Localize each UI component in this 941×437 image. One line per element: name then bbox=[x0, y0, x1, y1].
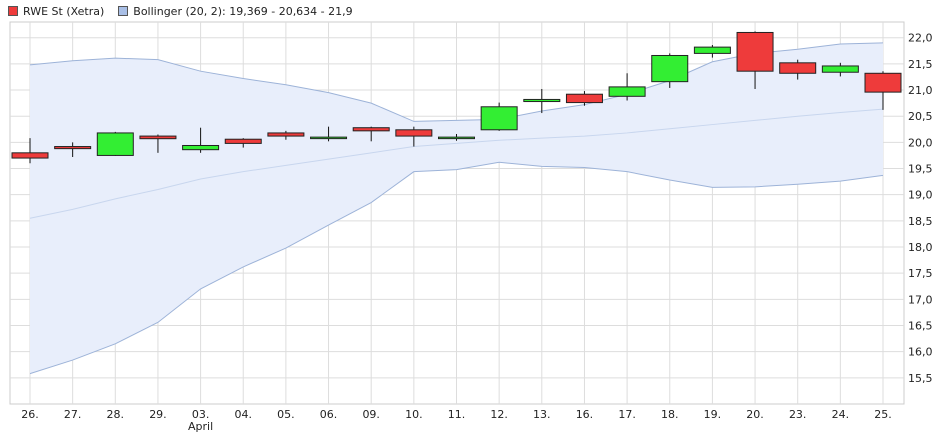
x-tick-label: 25. bbox=[874, 408, 892, 421]
candle bbox=[736, 31, 774, 89]
candle bbox=[11, 138, 49, 164]
x-tick-label: 11. bbox=[448, 408, 466, 421]
candle-body bbox=[395, 129, 433, 137]
candle-body bbox=[224, 138, 262, 144]
y-tick-label: 16,0 bbox=[908, 346, 933, 359]
x-tick-label: 18. bbox=[661, 408, 679, 421]
y-tick-label: 19,5 bbox=[908, 163, 933, 176]
candle bbox=[651, 53, 689, 88]
x-tick-label: 23. bbox=[789, 408, 807, 421]
x-tick-label: 24. bbox=[832, 408, 850, 421]
candle bbox=[310, 126, 348, 142]
candle-body bbox=[310, 136, 348, 140]
candle bbox=[821, 62, 859, 77]
y-tick-label: 17,5 bbox=[908, 267, 933, 280]
candle-body bbox=[608, 86, 646, 97]
legend-swatch-bollinger bbox=[118, 6, 129, 16]
candle bbox=[96, 131, 134, 156]
candle bbox=[224, 138, 262, 148]
x-tick-label: 09. bbox=[362, 408, 380, 421]
y-tick-label: 18,5 bbox=[908, 215, 933, 228]
candle bbox=[54, 142, 92, 158]
x-tick-label: 16. bbox=[576, 408, 594, 421]
candle-body bbox=[54, 146, 92, 150]
candle-body bbox=[821, 65, 859, 73]
x-tick-label: 17. bbox=[618, 408, 636, 421]
y-tick-label: 18,0 bbox=[908, 241, 933, 254]
y-tick-label: 21,0 bbox=[908, 84, 933, 97]
candle bbox=[182, 127, 220, 153]
x-tick-label: 26. bbox=[21, 408, 39, 421]
candle bbox=[352, 126, 390, 142]
candle bbox=[608, 73, 646, 101]
x-tick-label: 05. bbox=[277, 408, 295, 421]
y-tick-label: 22,0 bbox=[908, 32, 933, 45]
x-tick-label: 12. bbox=[490, 408, 508, 421]
legend-label-bollinger: Bollinger (20, 2): 19,369 - 20,634 - 21,… bbox=[133, 4, 353, 18]
candle bbox=[565, 91, 603, 106]
x-month-label: April bbox=[188, 420, 213, 433]
legend-item-price[interactable]: RWE St (Xetra) bbox=[8, 5, 104, 18]
candle-body bbox=[565, 93, 603, 104]
bollinger-band-fill bbox=[30, 42, 883, 374]
candle bbox=[139, 134, 177, 153]
candle-body bbox=[11, 152, 49, 159]
candle bbox=[438, 133, 475, 141]
candle-body bbox=[651, 54, 689, 83]
x-tick-label: 20. bbox=[746, 408, 764, 421]
candle-body bbox=[267, 132, 305, 137]
candle bbox=[267, 130, 305, 140]
x-tick-label: 19. bbox=[704, 408, 722, 421]
legend: RWE St (Xetra) Bollinger (20, 2): 19,369… bbox=[8, 3, 367, 19]
x-tick-label: 10. bbox=[405, 408, 423, 421]
candle-body bbox=[96, 132, 134, 156]
candle bbox=[523, 88, 561, 114]
x-tick-label: 28. bbox=[107, 408, 125, 421]
legend-swatch-price bbox=[8, 6, 18, 16]
x-tick-label: 06. bbox=[320, 408, 338, 421]
x-tick-label: 03. bbox=[192, 408, 210, 421]
x-tick-label: 27. bbox=[64, 408, 82, 421]
candle-body bbox=[736, 31, 774, 72]
y-tick-label: 20,0 bbox=[908, 136, 933, 149]
y-tick-label: 20,5 bbox=[908, 110, 933, 123]
candle-body bbox=[438, 136, 475, 140]
y-tick-label: 15,5 bbox=[908, 372, 933, 385]
candle-body bbox=[523, 98, 561, 103]
bollinger-lower-line bbox=[29, 161, 884, 375]
candle bbox=[779, 59, 817, 80]
x-tick-label: 29. bbox=[149, 408, 167, 421]
bollinger-middle-line bbox=[29, 108, 884, 219]
candle bbox=[864, 71, 902, 110]
candle-body bbox=[864, 72, 902, 93]
candle bbox=[395, 126, 433, 147]
candle-body bbox=[182, 144, 220, 151]
y-tick-label: 19,0 bbox=[908, 189, 933, 202]
candle bbox=[693, 45, 731, 58]
legend-label-price: RWE St (Xetra) bbox=[23, 4, 105, 18]
x-tick-label: 04. bbox=[235, 408, 253, 421]
x-tick-label: 13. bbox=[533, 408, 551, 421]
candle-body bbox=[480, 106, 518, 131]
legend-item-bollinger[interactable]: Bollinger (20, 2): 19,369 - 20,634 - 21,… bbox=[118, 4, 353, 18]
y-tick-label: 21,5 bbox=[908, 58, 933, 71]
y-tick-label: 16,5 bbox=[908, 320, 933, 333]
y-tick-label: 17,0 bbox=[908, 293, 933, 306]
candle-body bbox=[139, 135, 177, 140]
candle-body bbox=[779, 62, 817, 74]
candle-body bbox=[693, 46, 731, 54]
candle bbox=[480, 102, 518, 131]
candle-body bbox=[352, 127, 390, 132]
